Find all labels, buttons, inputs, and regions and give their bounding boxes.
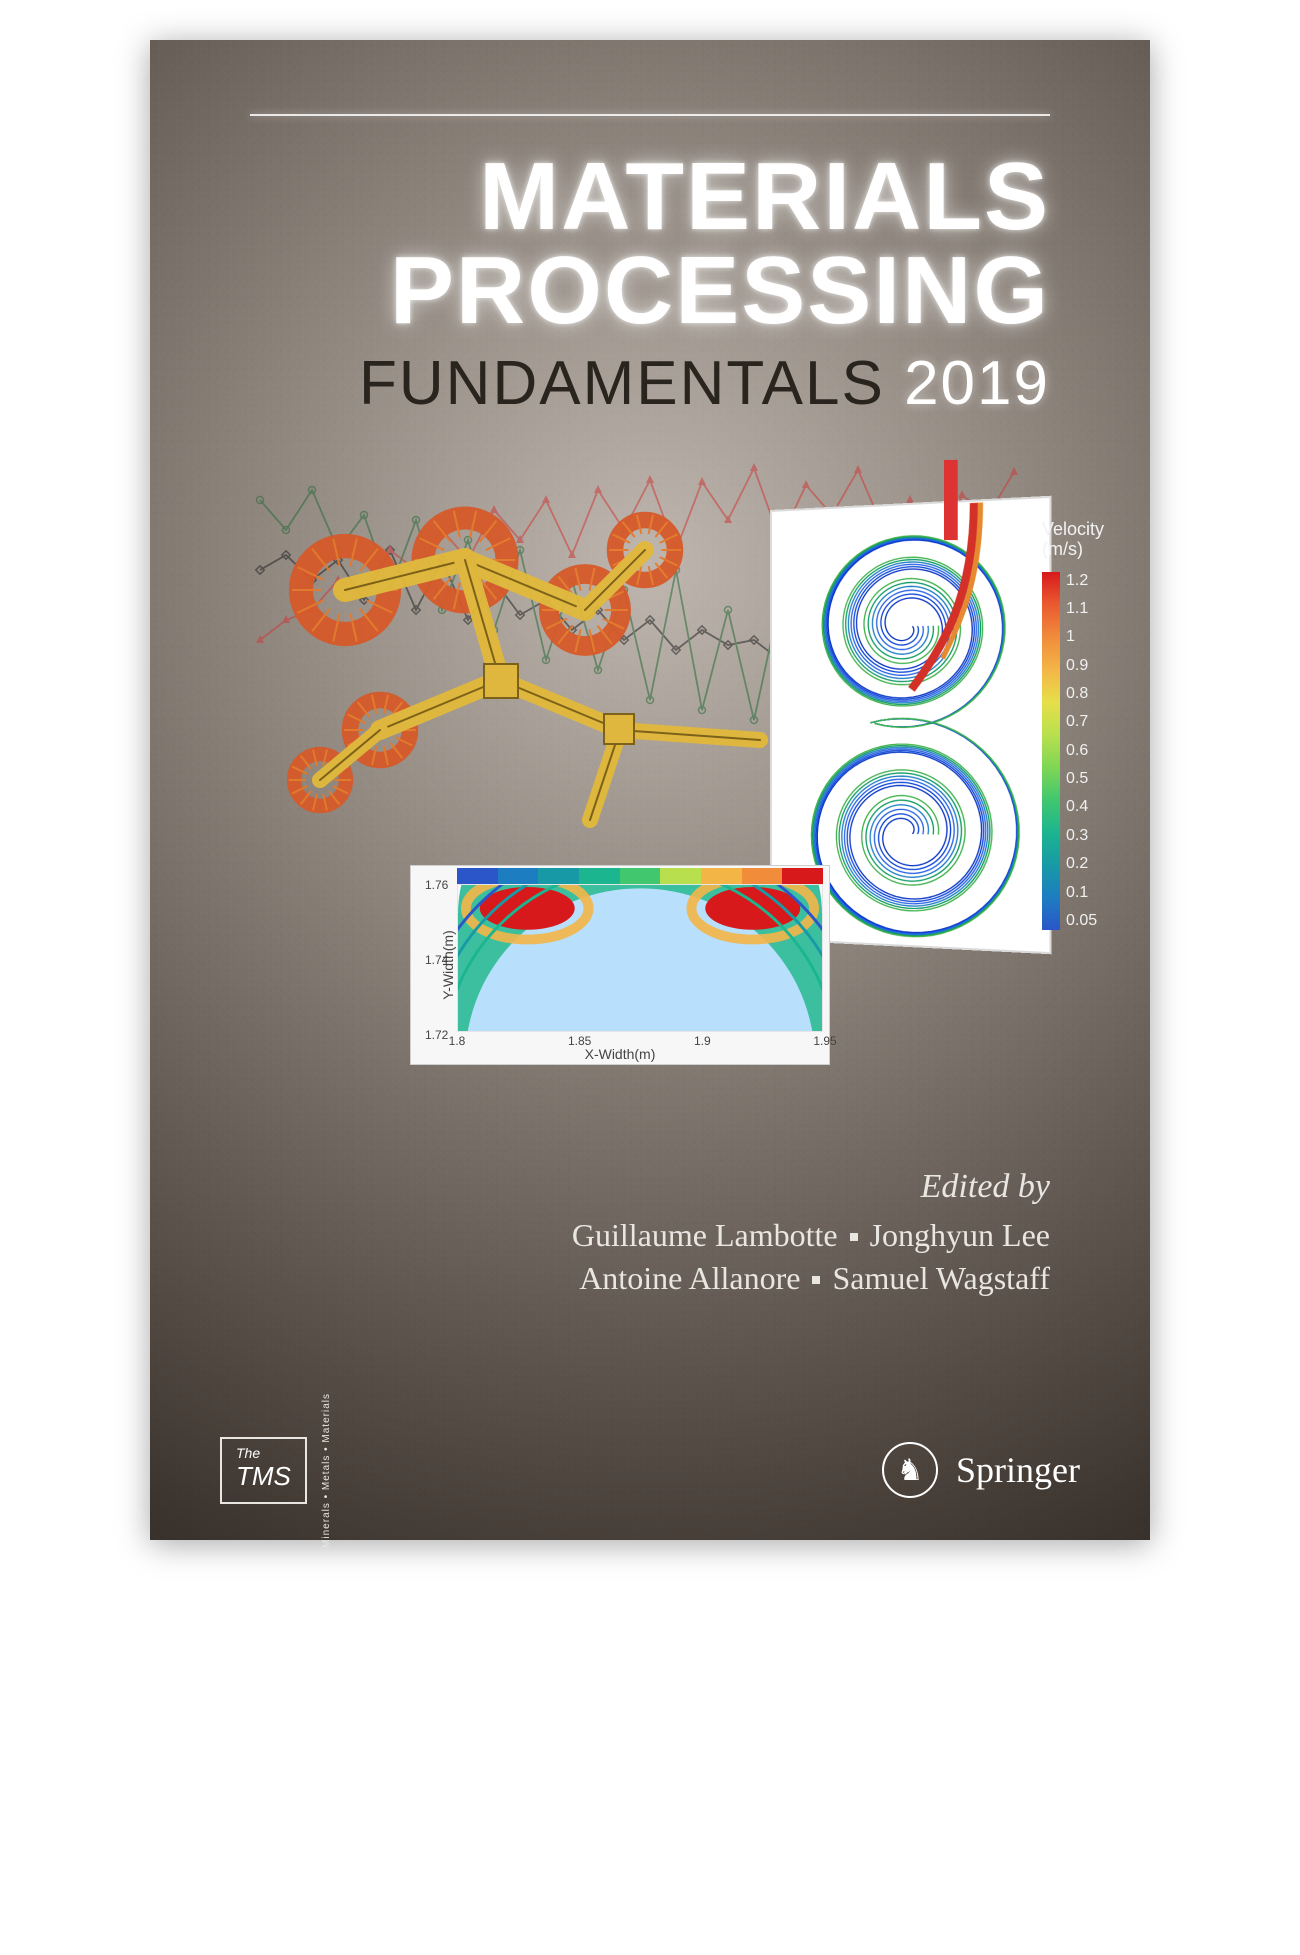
subtitle-word: FUNDAMENTALS: [359, 349, 885, 418]
colorbar-tick: 0.2: [1066, 855, 1097, 873]
xtick: 1.95: [813, 1034, 836, 1048]
editors-row: Guillaume Lambotte Jonghyun Lee: [572, 1214, 1050, 1257]
subtitle-year: 2019: [904, 349, 1050, 418]
ytick: 1.74: [425, 953, 448, 967]
editor-name: Jonghyun Lee: [870, 1217, 1050, 1253]
tms-logo-box: The TMS: [220, 1437, 307, 1504]
mini-colorbar-seg: [782, 868, 823, 884]
colorbar-tick: 0.05: [1066, 912, 1097, 930]
mini-colorbar-seg: [620, 868, 661, 884]
bottom-plot-field: [457, 884, 823, 1032]
mini-colorbar-seg: [742, 868, 783, 884]
mini-colorbar-seg: [498, 868, 539, 884]
tms-society-text: Minerals • Metals • Materials: [321, 1393, 332, 1548]
mini-colorbar-seg: [579, 868, 620, 884]
colorbar-tick: 0.6: [1066, 742, 1097, 760]
mini-colorbar-seg: [660, 868, 701, 884]
page-root: MATERIALS PROCESSING FUNDAMENTALS 2019 V…: [0, 0, 1300, 1955]
bottom-plot-colorbar: [457, 868, 823, 884]
colorbar-tick: 0.9: [1066, 657, 1097, 675]
colorbar-tick: 1: [1066, 628, 1097, 646]
colorbar-strip: [1042, 572, 1060, 930]
colorbar-tick: 0.4: [1066, 798, 1097, 816]
editor-name: Samuel Wagstaff: [832, 1260, 1050, 1296]
xtick: 1.85: [568, 1034, 591, 1048]
title-line-1: MATERIALS: [359, 150, 1050, 244]
bottom-contour-plot: X-Width(m) Y-Width(m) 1.81.851.91.95 1.7…: [410, 865, 830, 1065]
robot-machinery-svg: [260, 480, 800, 880]
editors-block: Edited by Guillaume Lambotte Jonghyun Lee…: [572, 1168, 1050, 1300]
separator-dot-icon: [850, 1233, 858, 1241]
mini-colorbar-seg: [457, 868, 498, 884]
tms-text: TMS: [236, 1461, 291, 1491]
book-cover: MATERIALS PROCESSING FUNDAMENTALS 2019 V…: [150, 40, 1150, 1540]
colorbar-tick: 0.1: [1066, 884, 1097, 902]
vortex-inlet-bar: [944, 460, 958, 540]
tms-the: The: [236, 1445, 291, 1461]
colorbar-tick: 0.3: [1066, 827, 1097, 845]
title-line-2: PROCESSING: [359, 244, 1050, 338]
editors-rows: Guillaume Lambotte Jonghyun Lee Antoine Al…: [572, 1214, 1050, 1300]
colorbar-title-line2: (m/s): [1042, 539, 1083, 559]
separator-dot-icon: [812, 1276, 820, 1284]
subtitle-row: FUNDAMENTALS 2019: [359, 348, 1050, 419]
xtick: 1.9: [694, 1034, 711, 1048]
springer-horse-icon: ♞: [882, 1442, 938, 1498]
colorbar-tick: 0.5: [1066, 770, 1097, 788]
colorbar-title-line1: Velocity: [1042, 519, 1104, 539]
arch-contour-svg: [458, 885, 822, 1031]
colorbar-title: Velocity (m/s): [1042, 520, 1120, 560]
xtick: 1.8: [449, 1034, 466, 1048]
ytick: 1.76: [425, 878, 448, 892]
editor-name: Antoine Allanore: [579, 1260, 800, 1296]
editor-name: Guillaume Lambotte: [572, 1217, 838, 1253]
springer-logo: ♞ Springer: [882, 1442, 1080, 1498]
colorbar-tick: 0.8: [1066, 685, 1097, 703]
figure-area: Velocity (m/s) 1.21.110.90.80.70.60.50.4…: [270, 470, 1030, 1070]
springer-name: Springer: [956, 1449, 1080, 1491]
velocity-colorbar: Velocity (m/s) 1.2 1.1 1 0.9 0.8 0.7 0.6 0.5 0.4…: [1042, 520, 1120, 930]
editors-row: Antoine Allanore Samuel Wagstaff: [572, 1257, 1050, 1300]
title-block: MATERIALS PROCESSING FUNDAMENTALS 2019: [359, 150, 1050, 419]
colorbar-body: 1.2 1.1 1 0.9 0.8 0.7 0.6 0.5 0.4 0.3 0.2 0.1 0.05: [1042, 572, 1120, 930]
footer: The TMS Minerals • Metals • Materials ♞ …: [150, 1400, 1150, 1540]
mini-colorbar-seg: [538, 868, 579, 884]
colorbar-tick: 1.2: [1066, 572, 1097, 590]
tms-logo: The TMS Minerals • Metals • Materials: [220, 1393, 332, 1548]
colorbar-ticks: 1.2 1.1 1 0.9 0.8 0.7 0.6 0.5 0.4 0.3 0.2 0.1 0.05: [1066, 572, 1097, 930]
colorbar-tick: 1.1: [1066, 600, 1097, 618]
top-rule: [250, 114, 1050, 116]
ytick: 1.72: [425, 1028, 448, 1042]
mini-colorbar-seg: [701, 868, 742, 884]
colorbar-tick: 0.7: [1066, 713, 1097, 731]
bottom-plot-xlabel: X-Width(m): [585, 1046, 656, 1062]
editors-label: Edited by: [572, 1168, 1050, 1206]
